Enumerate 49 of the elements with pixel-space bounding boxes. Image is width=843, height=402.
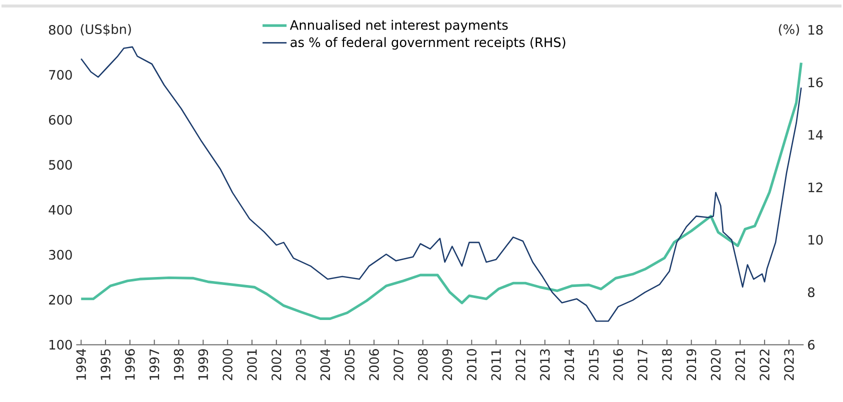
x-tick-label: 2004: [320, 349, 330, 380]
y-tick-label: 600: [49, 115, 72, 125]
x-tick-label: 2016: [613, 349, 624, 380]
y-tick-label: 700: [49, 70, 72, 80]
y2-tick-label: 6: [808, 340, 815, 350]
y2-tick-label: 14: [808, 130, 823, 140]
x-tick-label: 2023: [784, 350, 794, 380]
x-tick-label: 2022: [760, 350, 770, 380]
x-tick-label: 1998: [174, 349, 184, 380]
x-tick-label: 2014: [564, 349, 574, 380]
x-tick-label: 2019: [686, 349, 696, 380]
y-tick-label: 100: [50, 340, 72, 350]
legend-label: Annualised net interest payments: [290, 20, 508, 33]
legend-label: as % of federal government receipts (RHS): [290, 37, 566, 50]
x-tick-label: 2007: [394, 350, 404, 380]
x-tick-label: 2020: [710, 349, 721, 380]
x-tick-label: 2013: [540, 350, 550, 380]
y2-tick-label: 10: [808, 235, 823, 245]
y2-tick-label: 12: [808, 182, 822, 192]
y-tick-label: 400: [48, 205, 72, 215]
x-tick-label: 2011: [491, 350, 501, 380]
y2-tick-label: 8: [808, 288, 814, 298]
x-tick-label: 1996: [125, 349, 135, 380]
x-tick-label: 2003: [296, 350, 306, 380]
x-tick-label: 2000: [222, 349, 232, 380]
y2-tick-label: 18: [808, 25, 823, 35]
x-tick-label: 2021: [735, 350, 746, 380]
x-tick-label: 1997: [149, 350, 160, 380]
x-tick-label: 2002: [272, 350, 282, 380]
x-tick-label: 1999: [198, 349, 208, 380]
x-tick-label: 2010: [466, 349, 477, 380]
y-tick-label: 300: [49, 250, 72, 260]
x-tick-label: 2005: [344, 350, 355, 380]
x-tick-label: 2017: [638, 350, 648, 380]
x-tick-label: 2001: [247, 350, 257, 380]
x-tick-label: 2018: [662, 349, 672, 380]
x-tick-label: 1995: [100, 350, 110, 380]
y2-tick-label: 16: [808, 78, 823, 88]
x-tick-label: 2009: [442, 349, 452, 380]
x-tick-label: 2006: [369, 349, 379, 380]
x-tick-label: 2012: [516, 350, 526, 380]
y-tick-label: 500: [49, 160, 72, 170]
x-tick-label: 2008: [418, 349, 428, 380]
y2-axis-title: (%): [778, 24, 800, 36]
y-tick-label: 800: [48, 25, 72, 35]
x-tick-label: 2015: [588, 350, 599, 380]
x-tick-label: 1994: [76, 349, 86, 380]
y-axis-title: (US$bn): [80, 24, 131, 36]
y-tick-label: 200: [49, 295, 72, 305]
